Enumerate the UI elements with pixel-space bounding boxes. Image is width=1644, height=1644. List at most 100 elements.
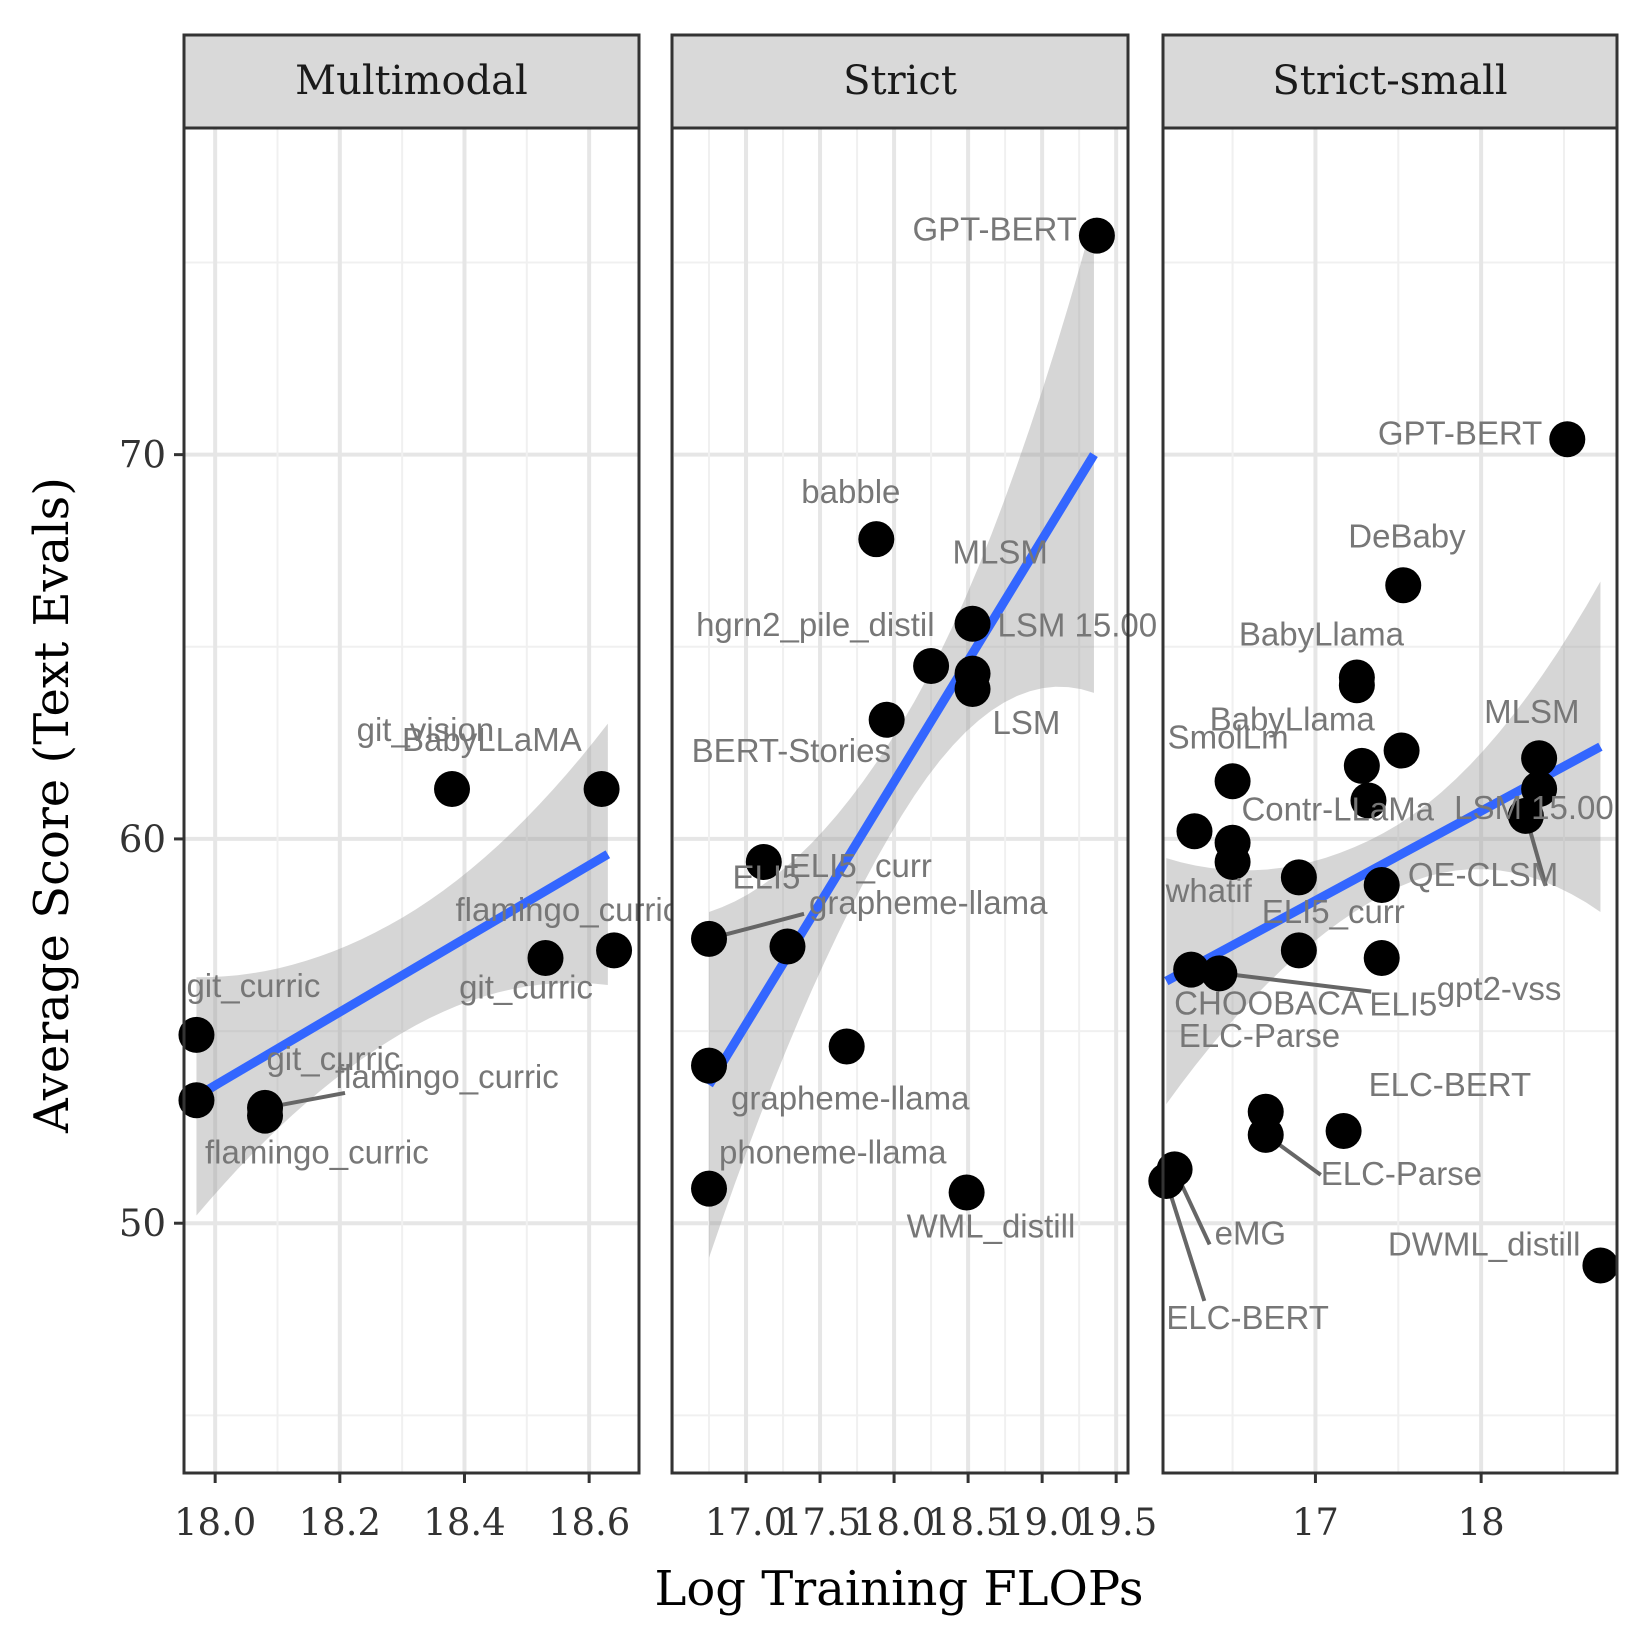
data-point [1214, 763, 1251, 800]
panel-2: GPT-BERT DeBaby BabyLlama BabyLlama MLSM Smol… [1148, 33, 1619, 1544]
point-label: SmolLm [1168, 718, 1289, 755]
data-point [1350, 782, 1387, 819]
point-label: eMG [1215, 1214, 1287, 1251]
point-label: flamingo_curric [205, 1134, 429, 1171]
data-point [1507, 797, 1544, 834]
data-point [1521, 740, 1558, 777]
panel-0: git_curricgit_curricflamingo_curricflami… [174, 33, 680, 1544]
data-point [745, 843, 782, 880]
x-tick-label: 18.2 [299, 1501, 381, 1544]
y-axis: 50 60 70 [119, 434, 184, 1245]
data-point [1280, 932, 1317, 969]
data-point [1280, 859, 1317, 896]
data-point [1247, 1116, 1284, 1153]
point-label: LSM [993, 704, 1061, 741]
data-point [1338, 667, 1375, 704]
point-label: DeBaby [1348, 517, 1466, 554]
point-label: WML_distill [907, 1207, 1076, 1244]
data-point [1078, 217, 1115, 254]
point-label: MLSM [953, 534, 1048, 571]
confidence-band [709, 216, 1094, 1258]
data-point [583, 770, 620, 807]
point-label: GPT-BERT [1378, 414, 1542, 451]
data-point [1549, 421, 1586, 458]
data-point [1173, 951, 1210, 988]
confidence-band [1166, 581, 1601, 1105]
point-label: ELC-Parse [1179, 1017, 1340, 1054]
point-label: gpt2-vss [1437, 970, 1562, 1007]
point-label: BabyLLaMA [402, 721, 582, 758]
data-point [1521, 770, 1558, 807]
fit-line [705, 452, 1098, 1088]
data-point [1148, 1162, 1185, 1199]
x-tick-label: 18.5 [927, 1501, 1009, 1544]
point-label: ELC-Parse [1321, 1155, 1482, 1192]
data-point [948, 1174, 985, 1211]
point-label: whatif [1165, 872, 1253, 909]
x-tick-label: 18.4 [423, 1501, 505, 1544]
x-tick-label: 18.0 [174, 1501, 256, 1544]
point-label: LSM 15.00 [1454, 789, 1614, 826]
data-point [178, 1082, 215, 1119]
data-point [178, 1016, 215, 1053]
data-point [1385, 567, 1422, 604]
point-label: MLSM [1484, 693, 1579, 730]
strip-background [182, 33, 641, 130]
point-label: BabyLlama [1239, 616, 1405, 653]
point-label: git_curric [459, 968, 593, 1005]
data-point [1201, 955, 1238, 992]
point-label: DWML_distill [1388, 1225, 1581, 1262]
data-point [1325, 1112, 1362, 1149]
point-label: GPT-BERT [912, 211, 1076, 248]
x-tick-label: 17 [1292, 1501, 1339, 1544]
y-tick-label: 50 [119, 1202, 166, 1245]
confidence-band [196, 723, 608, 1216]
x-tick-label: 19.5 [1075, 1501, 1157, 1544]
panels: git_curricgit_curricflamingo_curricflami… [174, 33, 1619, 1544]
point-label: grapheme-llama [809, 884, 1048, 921]
data-point [1363, 940, 1400, 977]
point-label: babble [801, 473, 900, 510]
point-label: ELC-BERT [1166, 1299, 1329, 1336]
panel-plot-area [1163, 128, 1617, 1473]
point-label: QE-CLSM [1408, 856, 1558, 893]
strip-title: Strict-small [1272, 58, 1507, 104]
point-label: flamingo_curric [456, 891, 680, 928]
point-label: BabyLlama [1210, 701, 1376, 738]
strip-background [1161, 33, 1619, 130]
leader-line [1164, 1180, 1207, 1302]
data-point [691, 1047, 728, 1084]
point-label: ELI5_curr [1262, 893, 1405, 930]
x-tick-label: 17.5 [779, 1501, 861, 1544]
data-point [1582, 1247, 1619, 1284]
data-point [769, 928, 806, 965]
x-axis-title: Log Training FLOPs [654, 1561, 1143, 1617]
data-point [1383, 732, 1420, 769]
point-label: git_curric [266, 1040, 400, 1077]
x-tick-label: 18 [1458, 1501, 1505, 1544]
data-point [1343, 747, 1380, 784]
data-point [954, 605, 991, 642]
point-label: BERT-Stories [692, 732, 891, 769]
point-label: Contr-LLaMa [1241, 791, 1434, 828]
panel-background [184, 128, 639, 1473]
point-label: ELI5 [1369, 985, 1437, 1022]
data-point [247, 1097, 284, 1134]
y-tick-label: 60 [119, 818, 166, 861]
data-point [691, 920, 728, 957]
x-tick-label: 19.0 [1001, 1501, 1083, 1544]
point-label: git_vision [357, 711, 495, 748]
point-label: ELI5_curr [789, 847, 932, 884]
strip-title: Strict [843, 58, 957, 104]
point-label: hgrn2_pile_distil [696, 606, 935, 643]
point-label: LSM 15.00 [998, 607, 1158, 644]
data-point [1214, 843, 1251, 880]
fit-line [194, 850, 611, 1101]
data-point [527, 940, 564, 977]
data-point [434, 770, 471, 807]
panel-plot-area [672, 128, 1128, 1473]
panel-1: GPT-BERT babble MLSM hgrn2_pile_distil LSM 1… [670, 33, 1158, 1544]
point-label: git_curric [186, 967, 320, 1004]
point-label: ELC-BERT [1369, 1066, 1532, 1103]
